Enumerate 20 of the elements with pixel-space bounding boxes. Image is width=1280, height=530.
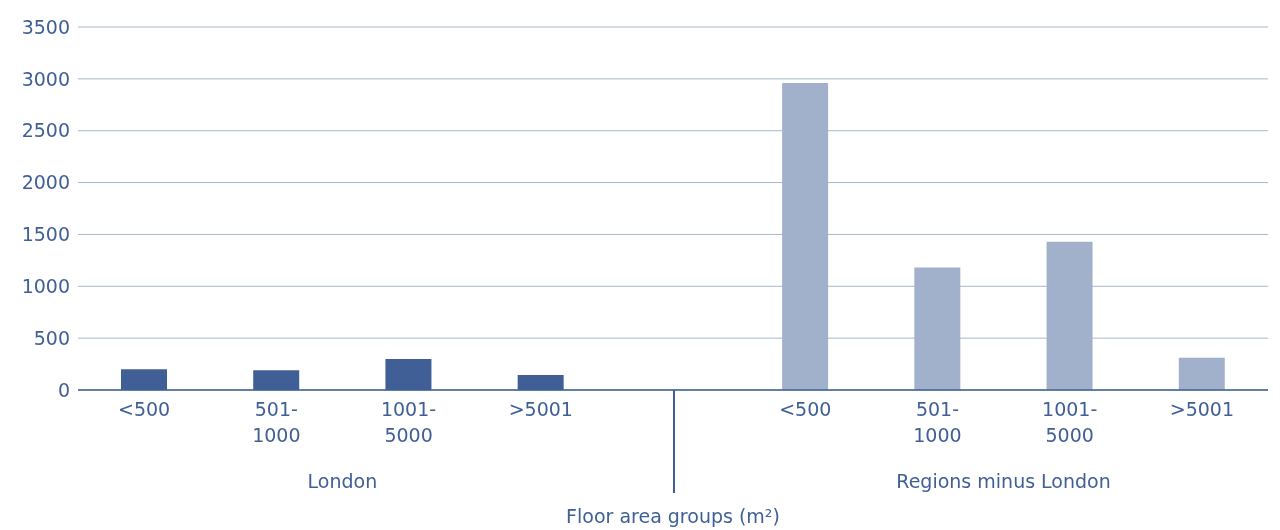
x-tick-label: 1001-5000 — [380, 398, 437, 446]
x-tick-label: 501-1000 — [913, 398, 962, 446]
y-tick-label: 1000 — [21, 275, 70, 298]
bar — [1178, 357, 1225, 390]
x-tick-label: 1001-5000 — [1042, 398, 1098, 446]
x-tick-label: 501-1000 — [252, 398, 301, 446]
x-tick-label: >5001 — [508, 398, 573, 420]
x-tick-label: <500 — [118, 398, 171, 420]
text: Regions minus London — [895, 470, 1112, 492]
x-tick-label: <500 — [779, 398, 832, 420]
x-tick-label: >5001 — [1169, 398, 1235, 420]
y-tick-label: 2000 — [21, 171, 70, 194]
x-axis-title: Floor area groups (m²) — [566, 505, 780, 527]
y-tick-label: 2500 — [21, 119, 70, 142]
y-tick-label: 1500 — [21, 223, 70, 246]
y-tick-label: 3500 — [21, 15, 70, 38]
text: London — [306, 470, 379, 492]
y-tick-label: 500 — [33, 326, 70, 349]
y-tick-label: 0 — [57, 378, 70, 401]
y-tick-label: 3000 — [21, 67, 70, 90]
